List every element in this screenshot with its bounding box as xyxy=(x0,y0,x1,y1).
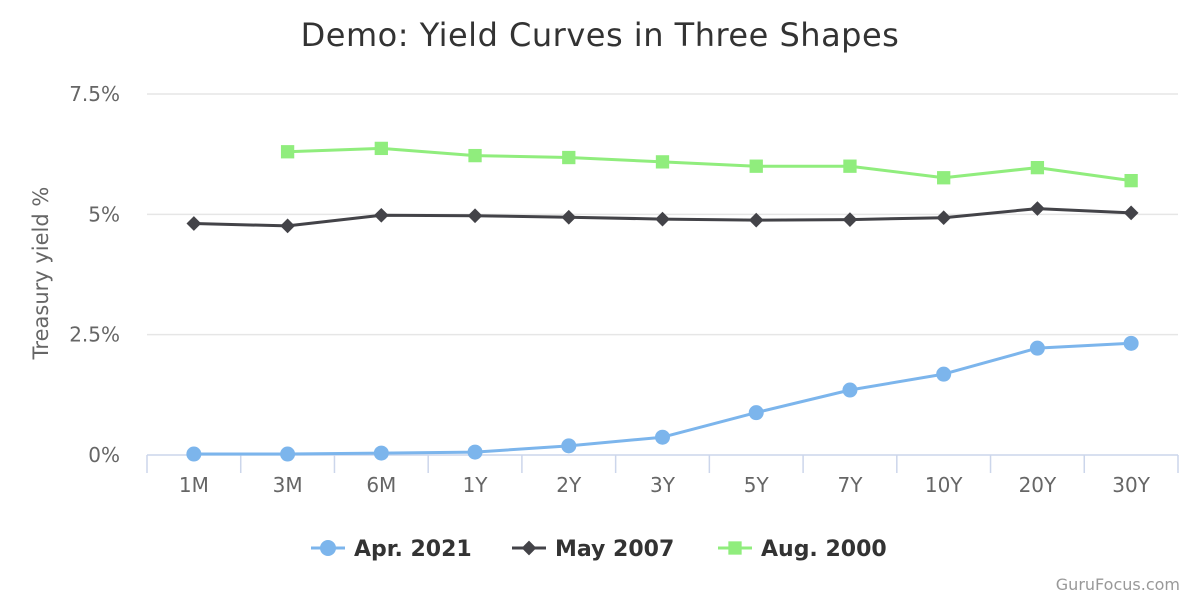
point-marker[interactable] xyxy=(521,540,537,556)
point-marker[interactable] xyxy=(728,541,742,555)
point-marker[interactable] xyxy=(467,208,483,224)
point-marker[interactable] xyxy=(186,216,202,231)
series-line xyxy=(287,146,1132,183)
point-marker[interactable] xyxy=(373,207,389,223)
x-tick-label: 1Y xyxy=(463,473,489,497)
point-marker[interactable] xyxy=(374,141,388,156)
point-marker[interactable] xyxy=(1123,335,1139,351)
point-marker[interactable] xyxy=(1124,173,1138,188)
y-tick-label: 5% xyxy=(88,202,120,226)
y-axis-label: Treasury yield % xyxy=(29,187,53,361)
legend-item[interactable]: Apr. 2021 xyxy=(311,537,472,562)
x-tick-label: 3M xyxy=(273,473,303,497)
y-tick-label: 7.5% xyxy=(69,82,120,106)
legend: Apr. 2021 May 2007 Aug. 2000 xyxy=(311,537,887,562)
legend-label: Aug. 2000 xyxy=(761,537,887,562)
series-0 xyxy=(186,335,1139,462)
point-marker[interactable] xyxy=(280,218,295,234)
point-marker[interactable] xyxy=(320,540,336,556)
series-1 xyxy=(186,201,1139,234)
point-marker[interactable] xyxy=(748,405,764,421)
x-axis: 1M 3M 6M 1Y 2Y 3Y 5Y 7Y 10Y 20Y 30Y xyxy=(146,454,1179,497)
point-marker[interactable] xyxy=(561,438,577,454)
y-tick-label: 2.5% xyxy=(69,323,120,347)
x-tick-label: 10Y xyxy=(925,473,963,497)
x-tick-label: 6M xyxy=(366,473,396,497)
point-marker[interactable] xyxy=(1123,205,1139,221)
x-tick-label: 20Y xyxy=(1019,473,1057,497)
point-marker[interactable] xyxy=(842,382,858,398)
x-tick-label: 30Y xyxy=(1112,473,1150,497)
legend-item[interactable]: May 2007 xyxy=(512,537,674,562)
point-marker[interactable] xyxy=(937,171,951,185)
legend-label: Apr. 2021 xyxy=(354,537,472,562)
point-marker[interactable] xyxy=(748,212,764,228)
point-marker[interactable] xyxy=(936,366,952,382)
point-marker[interactable] xyxy=(1030,201,1045,216)
chart-title: Demo: Yield Curves in Three Shapes xyxy=(301,16,900,54)
point-marker[interactable] xyxy=(936,210,952,226)
x-tick-label: 7Y xyxy=(837,473,863,497)
series-layer xyxy=(186,141,1139,462)
x-tick-label: 3Y xyxy=(650,473,676,497)
legend-label: May 2007 xyxy=(555,537,674,562)
grid-layer: 0% 2.5% 5% 7.5% xyxy=(69,82,1178,467)
point-marker[interactable] xyxy=(749,159,763,173)
point-marker[interactable] xyxy=(280,446,296,462)
point-marker[interactable] xyxy=(280,145,295,159)
y-tick-label: 0% xyxy=(88,443,120,467)
point-marker[interactable] xyxy=(1030,160,1045,175)
point-marker[interactable] xyxy=(655,429,670,445)
point-marker[interactable] xyxy=(468,148,482,163)
point-marker[interactable] xyxy=(843,159,857,173)
point-marker[interactable] xyxy=(561,209,577,225)
point-marker[interactable] xyxy=(842,212,858,227)
point-marker[interactable] xyxy=(655,211,670,227)
point-marker[interactable] xyxy=(1029,340,1045,356)
series-2 xyxy=(280,141,1138,188)
point-marker[interactable] xyxy=(467,444,483,460)
x-tick-label: 5Y xyxy=(744,473,770,497)
point-marker[interactable] xyxy=(655,155,670,169)
credit-text[interactable]: GuruFocus.com xyxy=(1056,575,1180,594)
x-tick-label: 1M xyxy=(179,473,209,497)
x-tick-label: 2Y xyxy=(556,473,582,497)
point-marker[interactable] xyxy=(562,150,576,165)
point-marker[interactable] xyxy=(186,446,202,462)
legend-item[interactable]: Aug. 2000 xyxy=(718,537,887,562)
point-marker[interactable] xyxy=(373,445,389,461)
